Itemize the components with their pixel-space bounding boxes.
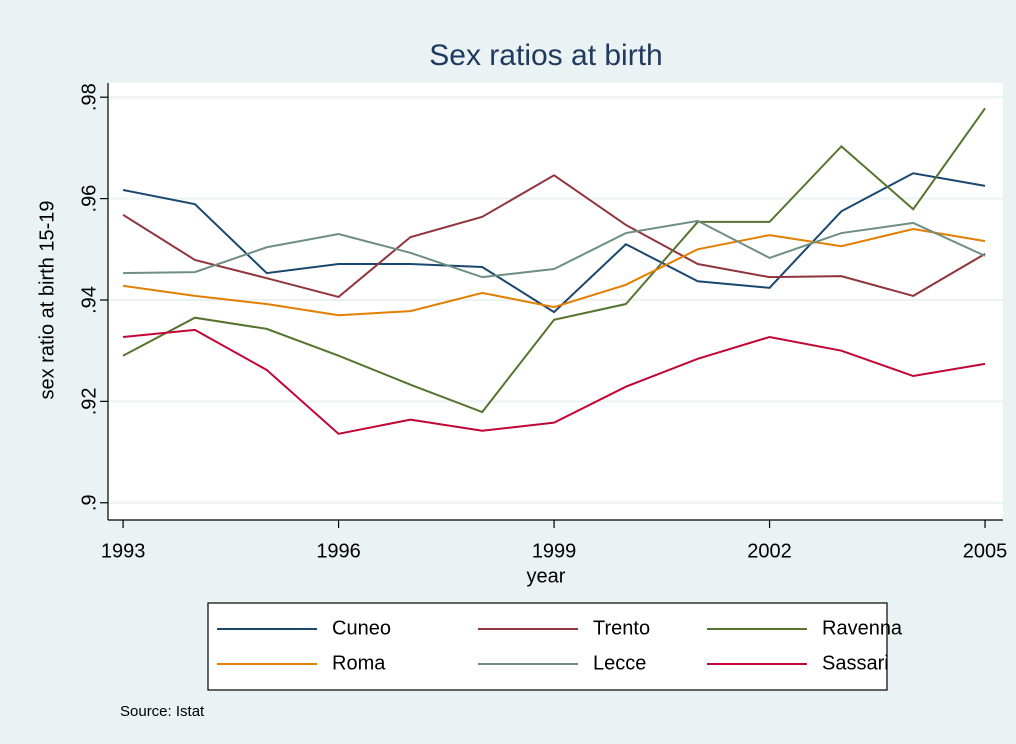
series-line — [122, 174, 986, 299]
series-line — [122, 107, 986, 414]
series-line — [122, 172, 986, 314]
series-line — [122, 227, 986, 317]
x-tick-label: 1999 — [532, 540, 577, 562]
series-line — [123, 219, 986, 279]
y-tick-label: .98 — [78, 83, 100, 111]
legend-label: Lecce — [593, 652, 646, 674]
x-tick-label: 1993 — [101, 540, 146, 562]
plot-area — [108, 83, 1003, 520]
legend-label: Ravenna — [822, 617, 903, 639]
legend-label: Cuneo — [332, 617, 391, 639]
legend-label: Sassari — [822, 652, 889, 674]
x-tick-label: 1996 — [316, 540, 361, 562]
legend-label: Trento — [593, 617, 650, 639]
y-tick-label: .9 — [78, 494, 100, 511]
x-tick-label: 2002 — [747, 540, 792, 562]
legend-label: Roma — [332, 652, 386, 674]
note: Source: Istat — [120, 703, 205, 720]
y-tick-label: .94 — [78, 286, 100, 314]
series-line — [122, 328, 986, 435]
x-axis-label: year — [527, 565, 566, 587]
chart-title: Sex ratios at birth — [429, 39, 662, 72]
legend — [207, 602, 888, 691]
x-tick-label: 2005 — [963, 540, 1008, 562]
y-tick-label: .96 — [78, 185, 100, 213]
y-tick-label: .92 — [78, 387, 100, 415]
y-axis-label: sex ratio at birth 15-19 — [36, 201, 58, 400]
